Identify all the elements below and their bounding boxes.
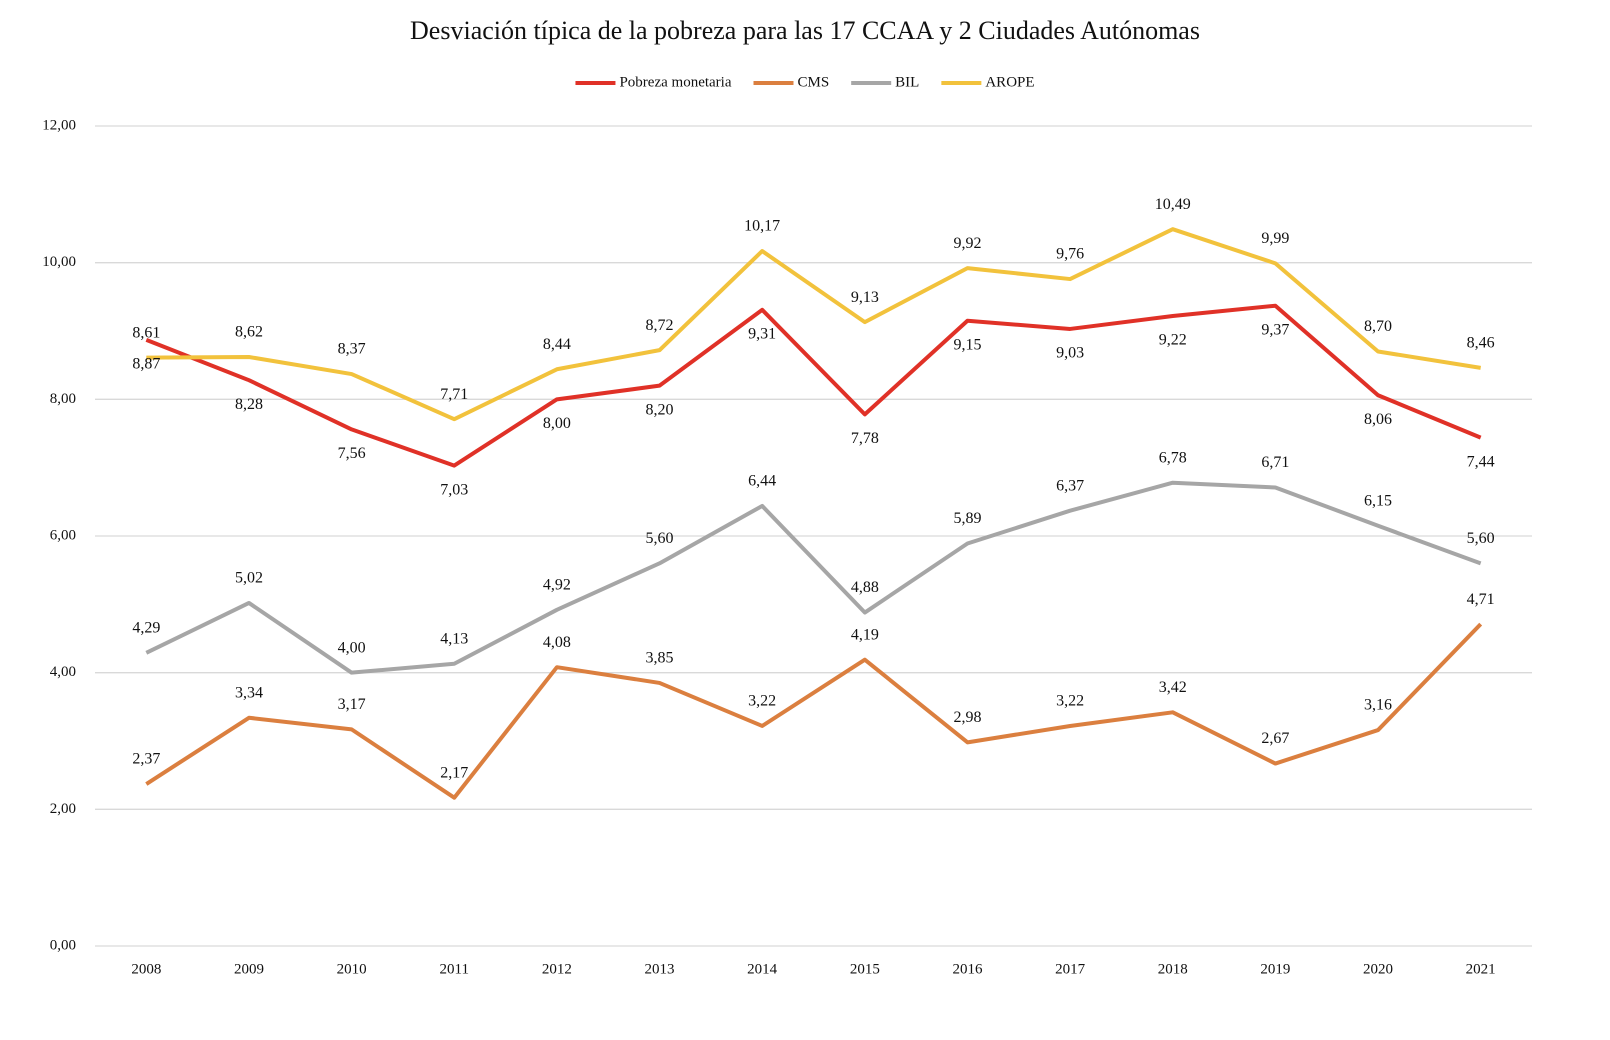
data-label: 3,22: [748, 693, 776, 710]
data-label: 10,17: [744, 218, 780, 235]
data-label: 8,37: [338, 341, 366, 358]
legend-label: AROPE: [985, 74, 1034, 90]
x-tick-label: 2020: [1363, 961, 1393, 977]
data-label: 7,78: [851, 430, 879, 447]
data-label: 4,08: [543, 634, 571, 651]
data-label: 4,13: [440, 630, 468, 647]
data-label: 4,92: [543, 576, 571, 593]
data-label: 3,16: [1364, 697, 1392, 714]
y-tick-label: 6,00: [50, 527, 76, 543]
data-label: 9,15: [953, 336, 981, 353]
legend-label: CMS: [797, 74, 829, 90]
data-label: 7,71: [440, 386, 468, 403]
data-label: 4,19: [851, 626, 879, 643]
data-label: 8,61: [132, 324, 160, 341]
data-label: 6,15: [1364, 492, 1392, 509]
data-label: 3,17: [338, 696, 366, 713]
data-label: 2,17: [440, 764, 468, 781]
data-label: 8,44: [543, 336, 571, 353]
data-label: 9,92: [953, 235, 981, 252]
x-tick-label: 2018: [1158, 961, 1188, 977]
x-tick-label: 2014: [747, 961, 778, 977]
data-label: 8,70: [1364, 318, 1392, 335]
chart-title: Desviación típica de la pobreza para las…: [410, 16, 1200, 45]
data-label: 8,62: [235, 324, 263, 341]
data-label: 10,49: [1155, 196, 1191, 213]
data-label: 9,76: [1056, 246, 1084, 263]
x-tick-label: 2021: [1466, 961, 1496, 977]
x-tick-label: 2009: [234, 961, 264, 977]
x-tick-label: 2008: [131, 961, 161, 977]
data-label: 2,67: [1261, 730, 1289, 747]
x-tick-label: 2012: [542, 961, 572, 977]
data-label: 9,37: [1261, 321, 1289, 338]
y-tick-label: 4,00: [50, 664, 76, 680]
series-line: [145, 480, 1482, 675]
data-label: 5,89: [953, 510, 981, 527]
series-line: [145, 303, 1482, 468]
x-tick-label: 2011: [440, 961, 469, 977]
x-tick-label: 2015: [850, 961, 880, 977]
series-line: [146, 227, 1481, 422]
legend: Pobreza monetaria CMS BIL AROPE: [575, 74, 1035, 90]
data-label: 7,56: [338, 445, 366, 462]
y-tick-label: 0,00: [50, 937, 76, 953]
data-label: 9,13: [851, 289, 879, 306]
data-label: 8,06: [1364, 411, 1392, 428]
data-label: 4,00: [338, 639, 366, 656]
data-label: 4,29: [132, 620, 160, 637]
data-label: 9,03: [1056, 345, 1084, 362]
data-label: 8,20: [646, 401, 674, 418]
data-label: 3,34: [235, 684, 263, 701]
data-label: 8,46: [1467, 335, 1495, 352]
series-line: [145, 622, 1483, 800]
data-label: 8,00: [543, 415, 571, 432]
x-tick-label: 2019: [1260, 961, 1290, 977]
y-tick-label: 2,00: [50, 801, 76, 817]
data-label: 4,71: [1467, 591, 1495, 608]
data-label: 6,78: [1159, 449, 1187, 466]
data-label: 3,22: [1056, 693, 1084, 710]
x-tick-label: 2010: [337, 961, 367, 977]
data-label: 8,72: [646, 317, 674, 334]
data-label: 4,88: [851, 579, 879, 596]
y-tick-label: 8,00: [50, 391, 76, 407]
data-label: 6,44: [748, 473, 776, 490]
data-label: 3,85: [646, 650, 674, 667]
data-label: 9,22: [1159, 332, 1187, 349]
data-label: 5,02: [235, 570, 263, 587]
data-label: 6,71: [1261, 454, 1289, 471]
data-label: 3,42: [1159, 679, 1187, 696]
data-label: 2,98: [953, 709, 981, 726]
data-label: 9,31: [748, 325, 776, 342]
y-tick-label: 12,00: [42, 117, 76, 133]
data-label: 9,99: [1261, 230, 1289, 247]
data-label: 5,60: [646, 530, 674, 547]
data-label: 7,03: [440, 481, 468, 498]
legend-label: BIL: [895, 74, 919, 90]
y-tick-label: 10,00: [42, 254, 76, 270]
data-label: 8,87: [132, 356, 160, 373]
x-tick-label: 2017: [1055, 961, 1086, 977]
data-label: 7,44: [1467, 453, 1495, 470]
x-tick-label: 2013: [645, 961, 675, 977]
data-label: 2,37: [132, 751, 160, 768]
x-tick-label: 2016: [952, 961, 983, 977]
legend-label: Pobreza monetaria: [619, 74, 731, 90]
data-label: 5,60: [1467, 530, 1495, 547]
data-label: 6,37: [1056, 477, 1084, 494]
data-label: 8,28: [235, 396, 263, 413]
